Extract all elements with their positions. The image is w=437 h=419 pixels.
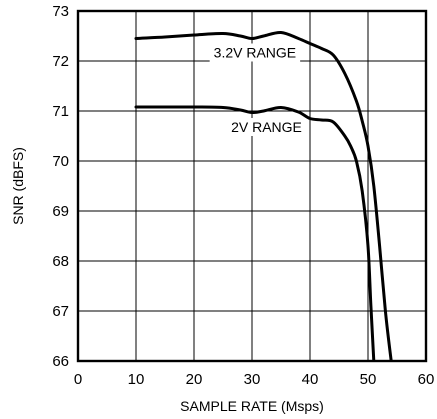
x-axis-title: SAMPLE RATE (Msps) bbox=[180, 398, 324, 414]
x-tick-label: 50 bbox=[360, 371, 377, 388]
y-tick-label: 68 bbox=[52, 253, 69, 270]
plot-frame bbox=[76, 9, 428, 363]
x-tick-label: 30 bbox=[244, 371, 261, 388]
y-tick-label: 70 bbox=[52, 153, 69, 170]
x-tick-label: 40 bbox=[302, 371, 319, 388]
grid-lines bbox=[78, 11, 426, 361]
series-line-3v2-range bbox=[134, 30, 393, 361]
y-tick-label: 67 bbox=[52, 303, 69, 320]
x-tick-label: 0 bbox=[74, 371, 82, 388]
series-labels: 3.2V RANGE 2V RANGE bbox=[209, 43, 306, 136]
y-tick-label: 71 bbox=[52, 103, 69, 120]
data-series bbox=[134, 30, 393, 361]
y-tick-label: 73 bbox=[52, 3, 69, 20]
series-label-background bbox=[227, 118, 306, 136]
series-line-2v-range bbox=[134, 105, 376, 361]
y-tick-label: 69 bbox=[52, 203, 69, 220]
y-axis-title: SNR (dBFS) bbox=[10, 147, 26, 225]
series-label: 3.2V RANGE bbox=[214, 45, 296, 61]
series-label-background bbox=[209, 43, 301, 62]
tick-labels: 0 10 20 30 40 50 60 66 67 68 69 70 71 72 73 bbox=[52, 3, 434, 388]
x-tick-label: 60 bbox=[418, 371, 435, 388]
x-tick-label: 20 bbox=[186, 371, 203, 388]
series-label: 2V RANGE bbox=[231, 119, 302, 135]
y-tick-label: 66 bbox=[52, 353, 69, 370]
x-tick-label: 10 bbox=[128, 371, 145, 388]
y-tick-label: 72 bbox=[52, 53, 69, 70]
